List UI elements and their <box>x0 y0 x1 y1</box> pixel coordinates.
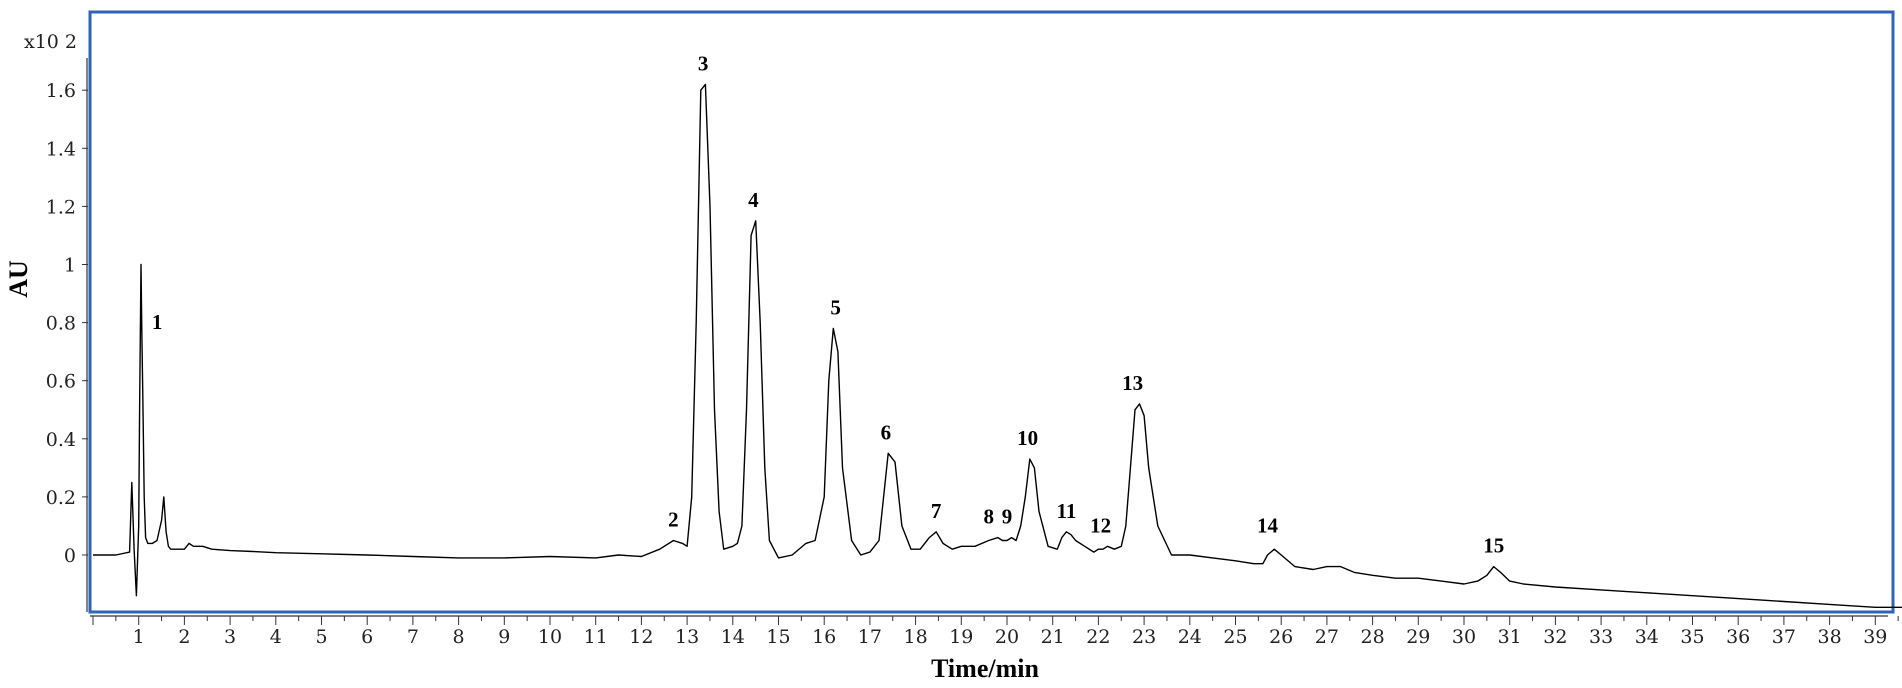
x-tick-label: 8 <box>453 626 465 648</box>
x-tick-label: 27 <box>1315 626 1339 648</box>
peak-label-15: 15 <box>1483 534 1504 558</box>
x-tick-label: 20 <box>995 626 1019 648</box>
x-tick-label: 37 <box>1772 626 1796 648</box>
x-tick-label: 3 <box>224 626 236 648</box>
y-multiplier-label: x10 2 <box>24 31 77 53</box>
peak-label-4: 4 <box>748 188 759 212</box>
peak-label-13: 13 <box>1122 371 1143 395</box>
y-tick-label: 1 <box>64 255 76 277</box>
x-tick-label: 28 <box>1361 626 1385 648</box>
x-tick-label: 32 <box>1543 626 1567 648</box>
y-tick-label: 0.8 <box>46 313 76 335</box>
x-axis: 1 2 3 4 5 6 7 8 9 10 11 12 13 14 15 16 17 18 19 20 21 22 23 24 2… <box>90 615 1899 648</box>
x-tick-label: 38 <box>1818 626 1842 648</box>
peak-label-7: 7 <box>931 499 942 523</box>
x-tick-label: 12 <box>629 626 653 648</box>
x-tick-label: 29 <box>1406 626 1430 648</box>
x-tick-label: 31 <box>1498 626 1522 648</box>
plot-frame <box>88 10 1895 614</box>
x-tick-label: 10 <box>538 626 562 648</box>
peak-label-8: 8 <box>983 505 994 529</box>
x-tick-label: 34 <box>1635 626 1659 648</box>
x-tick-label: 4 <box>270 626 282 648</box>
y-tick-label: 1.6 <box>46 80 76 102</box>
x-tick-label: 25 <box>1223 626 1247 648</box>
x-tick-label: 11 <box>584 626 608 648</box>
y-tick-label: 1.2 <box>46 196 76 218</box>
x-tick-label: 13 <box>675 626 699 648</box>
x-tick-label: 30 <box>1452 626 1476 648</box>
x-tick-label: 23 <box>1132 626 1156 648</box>
x-tick-label: 16 <box>812 626 836 648</box>
x-tick-label: 18 <box>904 626 928 648</box>
peak-label-9: 9 <box>1002 505 1013 529</box>
peak-label-6: 6 <box>881 420 892 444</box>
y-tick-label: 0.6 <box>46 371 76 393</box>
y-axis: 0 0.2 0.4 0.6 0.8 1 1.2 1.4 1.6 <box>46 58 88 612</box>
y-tick-label: 1.4 <box>46 138 76 160</box>
y-axis-title: AU <box>4 260 33 298</box>
x-axis-title: Time/min <box>931 654 1039 683</box>
x-tick-label: 6 <box>361 626 373 648</box>
peak-label-3: 3 <box>698 51 709 75</box>
x-ticks: 1 2 3 4 5 6 7 8 9 10 11 12 13 14 15 16 17 18 19 20 21 22 23 24 2… <box>92 616 1899 648</box>
x-tick-label: 21 <box>1041 626 1065 648</box>
peak-label-10: 10 <box>1017 426 1038 450</box>
peak-label-5: 5 <box>830 295 841 319</box>
peak-label-2: 2 <box>668 507 679 531</box>
x-tick-label: 2 <box>178 626 190 648</box>
x-tick-label: 22 <box>1086 626 1110 648</box>
x-tick-label: 33 <box>1589 626 1613 648</box>
peak-label-12: 12 <box>1090 513 1111 537</box>
x-tick-label: 26 <box>1269 626 1293 648</box>
x-tick-label: 19 <box>949 626 973 648</box>
x-tick-label: 5 <box>315 626 327 648</box>
y-tick-label: 0.4 <box>46 429 76 451</box>
peak-label-1: 1 <box>152 310 163 334</box>
x-tick-label: 9 <box>498 626 510 648</box>
chromatogram-trace <box>93 83 1902 608</box>
y-ticks: 0 0.2 0.4 0.6 0.8 1 1.2 1.4 1.6 <box>46 80 88 567</box>
y-tick-label: 0 <box>64 545 76 567</box>
x-tick-label: 1 <box>133 626 145 648</box>
peak-label-11: 11 <box>1056 499 1076 523</box>
peak-label-14: 14 <box>1257 513 1279 537</box>
x-tick-label: 36 <box>1726 626 1750 648</box>
x-tick-label: 39 <box>1863 626 1887 648</box>
y-tick-label: 0.2 <box>46 487 76 509</box>
x-tick-label: 35 <box>1680 626 1704 648</box>
x-tick-label: 14 <box>721 626 745 648</box>
x-tick-label: 15 <box>766 626 790 648</box>
x-tick-label: 17 <box>858 626 882 648</box>
x-tick-label: 7 <box>407 626 419 648</box>
x-tick-label: 24 <box>1178 626 1202 648</box>
